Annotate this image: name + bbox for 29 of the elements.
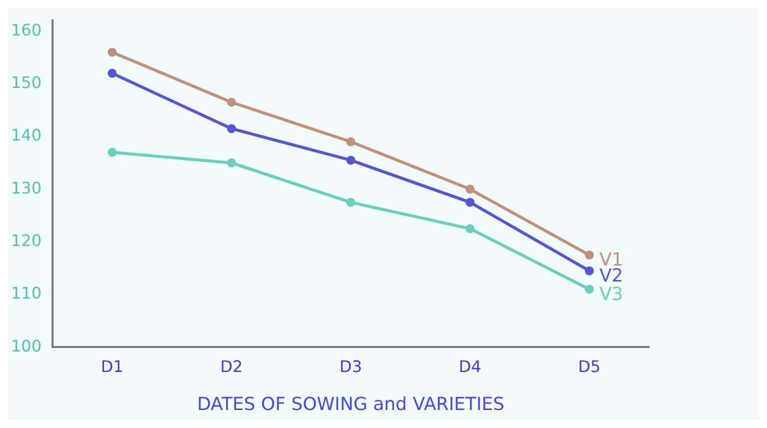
- y-tick-label: 120: [10, 231, 42, 250]
- point: [226, 124, 236, 134]
- point: [584, 284, 594, 294]
- y-tick-label: 130: [10, 178, 42, 198]
- point: [108, 148, 117, 157]
- series-label: V3: [599, 284, 624, 305]
- y-tick-label: 140: [10, 126, 42, 145]
- point: [108, 48, 117, 57]
- y-tick-label: 100: [10, 336, 42, 356]
- x-tick-label: D4: [458, 356, 482, 376]
- point: [584, 266, 594, 276]
- point: [466, 198, 475, 207]
- point: [584, 250, 594, 260]
- y-tick-label: 150: [10, 72, 42, 92]
- y-tick-label: 110: [10, 284, 42, 303]
- x-tick-label: D3: [340, 356, 362, 376]
- point: [226, 98, 236, 107]
- x-tick-label: D5: [578, 356, 601, 376]
- point: [466, 224, 475, 234]
- x-tick-label: D2: [220, 356, 243, 376]
- y-tick-label: 160: [10, 20, 42, 40]
- point: [346, 198, 356, 207]
- x-tick-label: D1: [100, 356, 124, 376]
- point: [226, 158, 236, 168]
- x-axis-title: DATES OF SOWING and VARIETIES: [197, 394, 504, 415]
- point: [346, 156, 356, 165]
- point: [108, 68, 117, 78]
- point: [466, 184, 475, 194]
- point: [346, 137, 356, 146]
